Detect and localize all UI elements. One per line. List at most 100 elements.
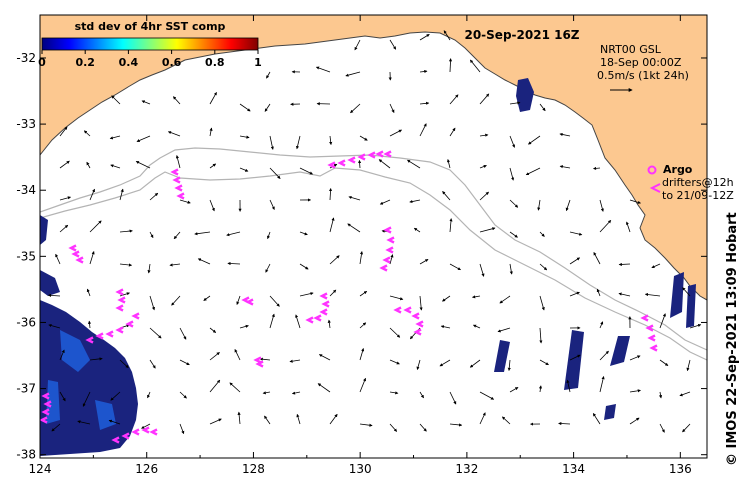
- current-vector: [449, 94, 459, 105]
- drifter-position: [115, 288, 124, 296]
- current-vector: [479, 93, 490, 105]
- current-vector: [419, 123, 427, 137]
- drifter-position: [413, 328, 422, 336]
- drifter-position: [379, 264, 388, 272]
- current-vector: [618, 262, 631, 267]
- current-vector: [329, 135, 333, 146]
- lat-tick-label: -34: [16, 183, 36, 197]
- current-vector: [83, 130, 91, 137]
- current-vector: [407, 159, 421, 169]
- drifter-position: [131, 312, 140, 320]
- current-vector: [419, 295, 423, 311]
- current-vector: [354, 39, 361, 51]
- current-vector: [618, 292, 631, 297]
- current-vector: [689, 323, 702, 329]
- current-vector: [149, 295, 156, 311]
- drifters-time: to 21/09-12Z: [662, 189, 734, 202]
- model-legend: NRT00 GSL 18-Sep 00:00Z 0.5m/s (1kt 24h): [597, 43, 689, 92]
- current-vector: [599, 321, 604, 329]
- drifter-position: [255, 360, 264, 368]
- current-vector: [359, 322, 367, 329]
- drifter-position: [43, 400, 52, 408]
- current-vector: [209, 379, 221, 393]
- current-vector: [538, 385, 543, 393]
- drifter-position: [71, 250, 80, 258]
- current-vector: [172, 96, 181, 105]
- drifter-position: [131, 428, 140, 436]
- current-vector: [539, 231, 545, 237]
- current-vector: [239, 103, 251, 112]
- current-vector: [629, 417, 640, 425]
- current-vector: [262, 391, 271, 395]
- lon-tick-label: 130: [349, 462, 372, 476]
- current-vector: [295, 135, 301, 150]
- current-vector: [315, 66, 331, 73]
- current-vector: [264, 415, 271, 425]
- current-vector: [471, 295, 481, 299]
- current-vector: [419, 34, 430, 41]
- current-vector: [59, 224, 69, 233]
- drifter-position: [105, 330, 114, 338]
- argo-marker-icon: [647, 165, 657, 175]
- drifter-position: [75, 256, 84, 264]
- current-vector: [479, 391, 495, 400]
- current-vector: [179, 423, 185, 435]
- current-vector: [239, 135, 250, 139]
- current-vector: [267, 231, 271, 240]
- lon-tick-label: 124: [29, 462, 52, 476]
- sst-streak-5: [686, 284, 696, 328]
- current-vector: [379, 199, 391, 205]
- colorbar-tick-label: 0.4: [119, 56, 139, 69]
- current-vector: [167, 131, 181, 137]
- current-vector: [86, 288, 91, 297]
- drifter-position: [115, 326, 124, 334]
- drifter-marker-icon: [649, 183, 661, 193]
- current-vector: [55, 253, 61, 265]
- drifter-position: [357, 153, 366, 161]
- current-vector: [82, 391, 91, 407]
- current-vector: [359, 135, 368, 141]
- drifter-position: [68, 244, 77, 252]
- current-vector: [539, 359, 549, 366]
- plot-frame: [39, 14, 708, 459]
- current-vector: [629, 389, 641, 393]
- current-vector: [299, 167, 314, 175]
- drifter-position: [640, 314, 649, 322]
- current-vector: [317, 383, 331, 393]
- lon-tick-label: 134: [562, 462, 585, 476]
- current-vector: [359, 348, 365, 361]
- current-vector: [203, 295, 211, 301]
- drifter-position: [253, 356, 262, 364]
- current-vector: [329, 413, 338, 425]
- current-vector: [111, 95, 121, 105]
- current-vector: [629, 355, 641, 361]
- current-vector: [179, 327, 187, 340]
- current-vector: [499, 295, 511, 304]
- longitude-axis: 124 126 128 130 132 134 136: [29, 15, 692, 476]
- current-vector: [509, 135, 516, 148]
- current-vector: [59, 126, 68, 137]
- current-vector: [89, 357, 103, 361]
- latitude-axis: -32 -33 -34 -35 -36 -37 -38: [16, 51, 707, 462]
- drifter-position: [172, 176, 181, 184]
- drifter-position: [95, 332, 104, 340]
- current-vector: [86, 161, 91, 169]
- current-vector: [539, 103, 546, 112]
- current-vector: [209, 418, 222, 425]
- current-vector: [651, 263, 661, 268]
- drifter-position: [367, 151, 376, 159]
- drifter-position: [383, 226, 392, 234]
- current-vector: [59, 391, 66, 402]
- current-vector: [439, 359, 451, 367]
- current-vector: [234, 348, 241, 361]
- drifter-position: [121, 432, 130, 440]
- current-vector: [239, 324, 249, 329]
- current-vector: [59, 160, 70, 169]
- drifter-position: [41, 408, 50, 416]
- current-vector: [446, 158, 451, 169]
- current-vector: [644, 292, 661, 297]
- current-vector: [299, 292, 314, 297]
- sst-patch-north: [516, 78, 534, 112]
- argo-label: Argo: [663, 163, 693, 176]
- lon-tick-label: 128: [242, 462, 265, 476]
